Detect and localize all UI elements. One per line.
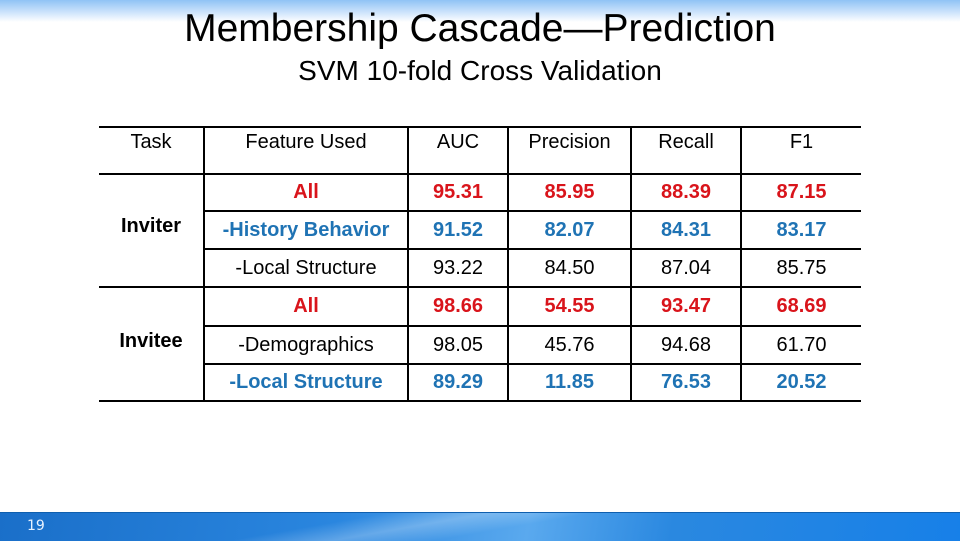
task-invitee: Invitee [119, 329, 183, 352]
footer-band [0, 512, 960, 541]
auc-cell: 95.31 [432, 181, 484, 203]
feature-cell: All [293, 181, 319, 203]
group-divider [99, 286, 861, 288]
precision-cell: 85.95 [544, 181, 595, 203]
col-divider [203, 126, 205, 402]
row-divider [203, 210, 861, 212]
feature-cell: -Demographics [238, 333, 374, 356]
row-divider [203, 248, 861, 250]
precision-cell: 82.07 [544, 218, 595, 241]
recall-cell: 84.31 [660, 218, 712, 241]
header-recall: Recall [658, 130, 714, 153]
page-number: 19 [27, 518, 45, 534]
feature-cell: -Local Structure [229, 371, 383, 393]
recall-cell: 94.68 [660, 333, 712, 356]
f1-cell: 61.70 [776, 333, 827, 356]
task-inviter: Inviter [120, 214, 182, 237]
auc-cell: 93.22 [432, 256, 484, 279]
header-precision: Precision [528, 130, 611, 153]
recall-cell: 87.04 [660, 256, 712, 279]
recall-cell: 76.53 [660, 371, 712, 393]
row-divider [203, 325, 861, 327]
f1-cell: 85.75 [776, 256, 827, 279]
header-f1: F1 [789, 130, 814, 153]
col-divider [407, 126, 409, 402]
auc-cell: 98.05 [432, 333, 484, 356]
header-auc: AUC [436, 130, 480, 153]
results-table: Task Feature Used AUC Precision Recall F… [99, 126, 861, 402]
feature-cell: All [293, 295, 319, 317]
auc-cell: 98.66 [432, 295, 484, 317]
recall-cell: 93.47 [660, 295, 712, 317]
f1-cell: 87.15 [776, 181, 827, 203]
f1-cell: 83.17 [776, 218, 827, 241]
auc-cell: 89.29 [432, 371, 484, 393]
slide-subtitle: SVM 10-fold Cross Validation [298, 55, 662, 86]
top-gradient-band [0, 0, 960, 22]
precision-cell: 54.55 [544, 295, 595, 317]
footer-light-streak [230, 513, 590, 541]
header-feature: Feature Used [245, 130, 367, 153]
f1-cell: 68.69 [776, 295, 827, 317]
f1-cell: 20.52 [776, 371, 827, 393]
col-divider [740, 126, 742, 402]
feature-cell: -History Behavior [222, 218, 390, 241]
header-bottom-border [99, 173, 861, 175]
precision-cell: 45.76 [544, 333, 595, 356]
recall-cell: 88.39 [660, 181, 712, 203]
table-bottom-border [99, 400, 861, 402]
precision-cell: 11.85 [545, 371, 594, 393]
col-divider [630, 126, 632, 402]
table-top-border [99, 126, 861, 128]
feature-cell: -Local Structure [235, 256, 377, 279]
slide-title: Membership Cascade—Prediction [184, 7, 776, 50]
precision-cell: 84.50 [544, 256, 595, 279]
row-divider [203, 363, 861, 365]
header-task: Task [130, 130, 172, 153]
col-divider [507, 126, 509, 402]
auc-cell: 91.52 [432, 218, 484, 241]
